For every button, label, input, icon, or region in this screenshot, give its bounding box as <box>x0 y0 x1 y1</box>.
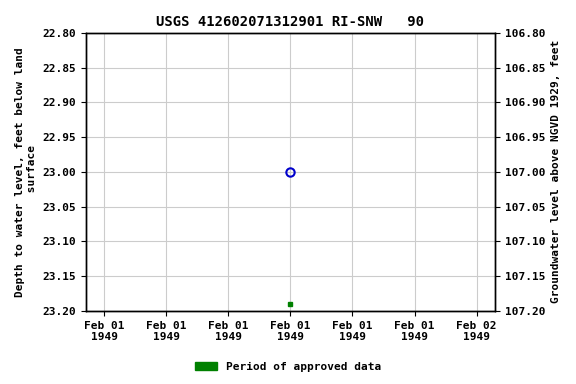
Y-axis label: Groundwater level above NGVD 1929, feet: Groundwater level above NGVD 1929, feet <box>551 40 561 303</box>
Title: USGS 412602071312901 RI-SNW   90: USGS 412602071312901 RI-SNW 90 <box>157 15 425 29</box>
Y-axis label: Depth to water level, feet below land
 surface: Depth to water level, feet below land su… <box>15 47 37 297</box>
Legend: Period of approved data: Period of approved data <box>191 358 385 377</box>
